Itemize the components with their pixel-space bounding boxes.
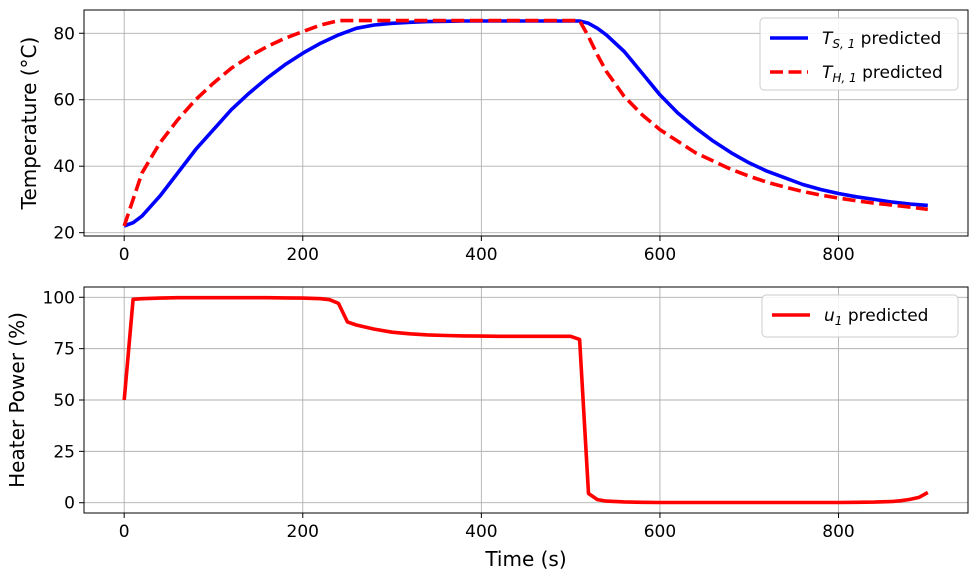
legend-box xyxy=(761,294,959,338)
y-tick-label: 0 xyxy=(64,494,75,514)
y-tick-label: 25 xyxy=(53,442,75,462)
temperature-y-axis-label: Temperature (°C) xyxy=(17,37,41,211)
heater-power-panel: 0 200 400 600 800 0 25 50 75 100 Heater Power (%)… xyxy=(5,286,969,571)
temperature-legend: TS, 1 predicted TH, 1 predicted xyxy=(759,17,959,91)
temperature-series xyxy=(122,18,929,228)
temperature-ticks: 0 200 400 600 800 20 40 60 80 xyxy=(53,24,854,265)
heater-y-axis-label: Heater Power (%) xyxy=(5,312,29,488)
x-tick-label: 800 xyxy=(822,245,854,265)
y-tick-label: 20 xyxy=(53,224,75,244)
x-tick-label: 0 xyxy=(119,522,130,542)
x-tick-label: 800 xyxy=(822,522,854,542)
heater-series xyxy=(122,295,929,505)
heater-legend: u1 predicted xyxy=(761,294,959,338)
x-tick-label: 200 xyxy=(287,245,319,265)
legend-label: TS, 1 predicted xyxy=(822,29,941,51)
y-tick-label: 40 xyxy=(53,157,75,177)
legend-label: TH, 1 predicted xyxy=(822,63,943,85)
x-tick-label: 600 xyxy=(644,245,676,265)
x-tick-label: 400 xyxy=(465,522,497,542)
series-line-h1 xyxy=(122,18,929,227)
heater-x-axis-label: Time (s) xyxy=(484,547,566,571)
y-tick-label: 80 xyxy=(53,24,75,44)
x-tick-label: 200 xyxy=(287,522,319,542)
legend-label: u1 predicted xyxy=(824,306,928,328)
temperature-panel: 0 200 400 600 800 20 40 60 80 Temperature (°C) T… xyxy=(17,9,969,265)
y-tick-label: 50 xyxy=(53,391,75,411)
y-tick-label: 75 xyxy=(53,340,75,360)
x-tick-label: 400 xyxy=(465,245,497,265)
x-tick-label: 0 xyxy=(119,245,130,265)
heater-ticks: 0 200 400 600 800 0 25 50 75 100 xyxy=(43,288,855,542)
y-tick-label: 100 xyxy=(43,288,75,308)
series-line-1 xyxy=(122,295,929,505)
temperature-axes-frame xyxy=(83,9,969,237)
legend-box xyxy=(759,17,959,91)
x-tick-label: 600 xyxy=(644,522,676,542)
y-tick-label: 60 xyxy=(53,91,75,111)
